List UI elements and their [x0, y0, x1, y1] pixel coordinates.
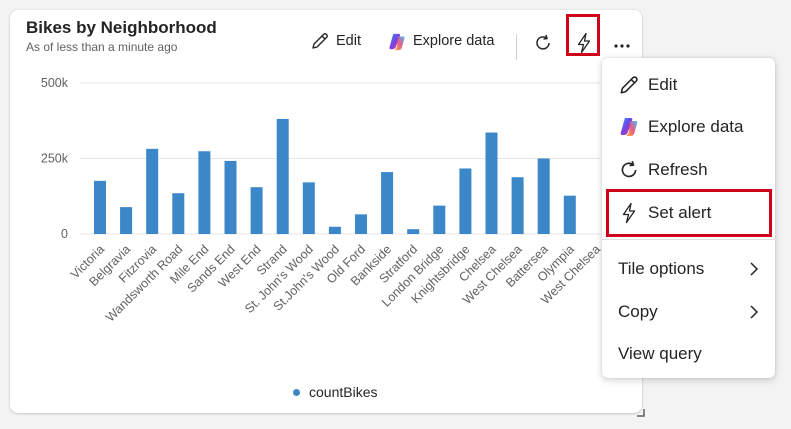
- copilot-icon: [387, 31, 407, 51]
- set-alert-highlight: [606, 189, 772, 237]
- menu-item-tile-options[interactable]: Tile options: [602, 249, 775, 289]
- alert-button-highlight: [566, 14, 600, 56]
- bar[interactable]: [224, 160, 237, 234]
- bar[interactable]: [407, 229, 420, 234]
- menu-item-set-alert[interactable]: Set alert: [602, 193, 775, 233]
- bar[interactable]: [94, 180, 106, 234]
- menu-item-view-query[interactable]: View query: [602, 334, 775, 374]
- bar[interactable]: [563, 195, 576, 234]
- edit-button[interactable]: Edit: [310, 28, 361, 54]
- menu-item-label: Refresh: [648, 160, 708, 179]
- bar[interactable]: [146, 148, 159, 234]
- more-options-menu: Edit Explore data Refresh Set alert Tile…: [602, 58, 775, 378]
- y-tick-label: 250k: [41, 152, 69, 166]
- bar[interactable]: [250, 187, 263, 234]
- legend-marker: [293, 388, 300, 396]
- explore-data-label: Explore data: [413, 33, 495, 49]
- menu-item-edit[interactable]: Edit: [602, 65, 775, 105]
- bar[interactable]: [485, 132, 498, 234]
- menu-item-label: Copy: [618, 302, 658, 321]
- edit-label: Edit: [336, 33, 361, 49]
- menu-item-copy[interactable]: Copy: [602, 292, 775, 332]
- bar[interactable]: [459, 168, 472, 234]
- lightning-icon: [575, 32, 593, 59]
- chart-tile: Bikes by Neighborhood As of less than a …: [10, 10, 645, 417]
- bar[interactable]: [355, 214, 367, 234]
- menu-item-label: Tile options: [618, 259, 705, 278]
- tile-title: Bikes by Neighborhood: [26, 18, 217, 37]
- bar[interactable]: [381, 172, 394, 234]
- menu-item-explore-data[interactable]: Explore data: [602, 107, 775, 147]
- copilot-icon: [618, 116, 640, 138]
- toolbar-divider: [516, 34, 517, 60]
- refresh-icon: [618, 159, 640, 181]
- resize-grip-icon[interactable]: [636, 408, 645, 417]
- chevron-right-icon: [750, 262, 759, 276]
- explore-data-button[interactable]: Explore data: [387, 28, 494, 54]
- legend-label: countBikes: [309, 384, 378, 400]
- menu-item-label: Set alert: [648, 203, 712, 222]
- more-horizontal-icon: [613, 36, 631, 54]
- y-tick-label: 0: [61, 227, 68, 241]
- refresh-icon: [533, 33, 553, 58]
- menu-item-label: Explore data: [648, 117, 744, 136]
- bar[interactable]: [328, 226, 341, 234]
- menu-item-label: View query: [618, 344, 702, 363]
- more-options-button[interactable]: [607, 28, 637, 62]
- tile-subtitle: As of less than a minute ago: [26, 40, 178, 54]
- bar[interactable]: [120, 207, 133, 234]
- bar[interactable]: [433, 205, 446, 234]
- bar[interactable]: [302, 182, 315, 234]
- refresh-button[interactable]: [528, 28, 558, 62]
- bar[interactable]: [198, 151, 211, 234]
- lightning-icon: [618, 202, 640, 224]
- bar[interactable]: [537, 158, 550, 235]
- chevron-right-icon: [750, 305, 759, 319]
- menu-item-refresh[interactable]: Refresh: [602, 150, 775, 190]
- pencil-icon: [310, 31, 330, 51]
- menu-divider: [602, 239, 775, 240]
- bar[interactable]: [172, 193, 185, 234]
- chart-legend: countBikes: [293, 384, 377, 400]
- menu-item-label: Edit: [648, 75, 678, 94]
- bar-chart: 0250k500kVictoriaBelgraviaFitzroviaWands…: [41, 76, 603, 325]
- pencil-icon: [618, 74, 640, 96]
- y-tick-label: 500k: [41, 76, 69, 90]
- bar[interactable]: [511, 177, 524, 234]
- bar[interactable]: [276, 118, 289, 234]
- set-alert-button[interactable]: [569, 28, 599, 62]
